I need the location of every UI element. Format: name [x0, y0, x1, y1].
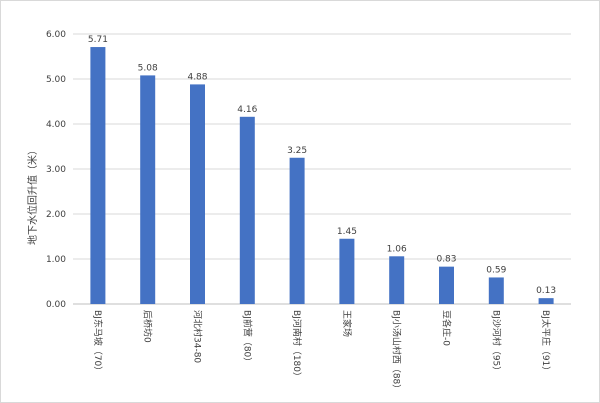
- category-label: BJ沙河村（95）: [490, 310, 502, 375]
- y-axis-ticks: 0.00 1.00 2.00 3.00 4.00 5.00 6.00: [46, 30, 66, 310]
- category-label: BJ东马坡（70）: [92, 310, 104, 375]
- bar: [90, 47, 106, 305]
- category-label: BJ河南村（180）: [291, 310, 303, 381]
- category-label: 豆各庄-0: [441, 310, 453, 346]
- x-axis-categories: BJ东马坡（70） 后桥坊0 河北村34-80 BJ前营（80） BJ河南村（180） 王…: [92, 310, 552, 393]
- data-label: 0.59: [486, 265, 506, 275]
- bar: [538, 298, 554, 304]
- data-labels: 5.71 5.08 4.88 4.16 3.25 1.45 1.06 0.83 0.59 0.13: [88, 35, 556, 296]
- bar: [488, 277, 504, 304]
- y-tick-label: 5.00: [46, 75, 66, 85]
- category-label: BJ太平庄（91）: [540, 310, 552, 375]
- category-label: 河北村34-80: [192, 310, 204, 363]
- data-label: 5.71: [88, 35, 108, 45]
- gridlines: [73, 33, 571, 305]
- data-label: 3.25: [287, 146, 307, 156]
- data-label: 0.13: [536, 286, 556, 296]
- bar: [289, 157, 305, 304]
- category-label: BJ前营（80）: [241, 310, 253, 366]
- data-label: 5.08: [138, 63, 158, 73]
- data-label: 4.16: [237, 105, 257, 115]
- y-axis-label: 地下水位回升值（米）: [26, 145, 39, 245]
- y-tick-label: 6.00: [46, 30, 66, 40]
- bar: [140, 75, 156, 305]
- category-label: 后桥坊0: [142, 310, 154, 343]
- y-tick-label: 2.00: [46, 210, 66, 220]
- bar: [239, 116, 255, 304]
- category-label: BJ小汤山村西（88）: [391, 310, 403, 393]
- bar: [190, 84, 205, 305]
- data-label: 0.83: [436, 255, 456, 265]
- data-label: 1.06: [387, 244, 407, 254]
- y-tick-label: 3.00: [46, 165, 66, 175]
- bars: [90, 47, 554, 305]
- y-tick-label: 4.00: [46, 120, 66, 130]
- bar: [439, 266, 454, 304]
- bar: [389, 256, 405, 304]
- category-label: 王家场: [341, 310, 353, 337]
- y-tick-label: 1.00: [46, 255, 66, 265]
- data-label: 1.45: [337, 227, 357, 237]
- bar: [339, 238, 355, 304]
- y-tick-label: 0.00: [46, 300, 66, 310]
- data-label: 4.88: [187, 72, 207, 82]
